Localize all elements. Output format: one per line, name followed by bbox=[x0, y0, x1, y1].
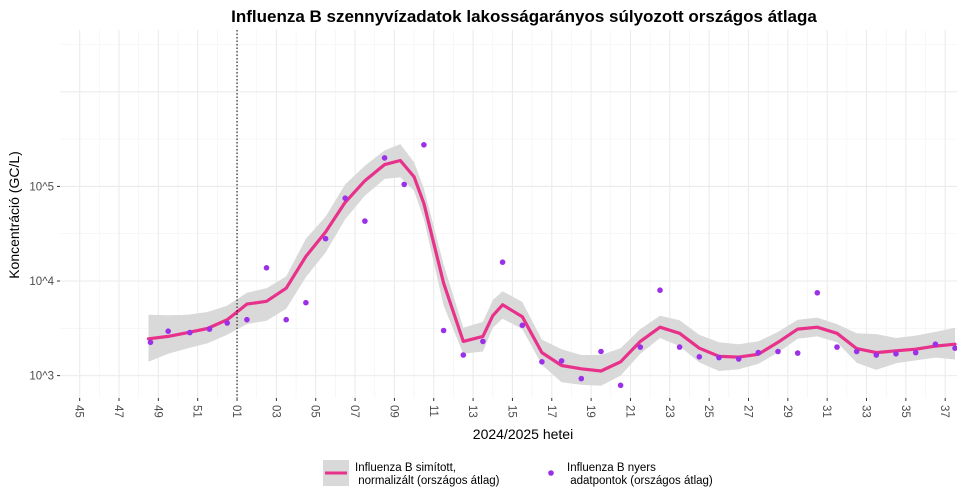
chart-title: Influenza B szennyvízadatok lakosságarán… bbox=[231, 7, 817, 26]
x-tick-label: 21 bbox=[624, 405, 636, 418]
x-tick-label: 11 bbox=[427, 405, 439, 417]
y-tick-label: 10^3 bbox=[29, 371, 54, 383]
data-point bbox=[303, 299, 309, 306]
x-tick-label: 01 bbox=[230, 405, 242, 418]
data-point bbox=[657, 287, 663, 294]
data-point bbox=[912, 349, 919, 356]
y-axis-label: Koncentráció (GC/L) bbox=[6, 151, 22, 279]
data-point bbox=[794, 350, 801, 356]
smooth-line-layer bbox=[146, 158, 957, 373]
data-point bbox=[558, 358, 565, 364]
data-point bbox=[932, 341, 939, 348]
legend-item-smooth: Influenza B simított, normalizált (orszá… bbox=[323, 460, 500, 487]
data-point bbox=[617, 382, 624, 389]
data-point bbox=[755, 349, 762, 356]
data-point bbox=[283, 316, 290, 323]
x-tick-label: 17 bbox=[545, 405, 557, 418]
legend-label-line: normalizált (országos átlag) bbox=[355, 475, 500, 487]
data-point bbox=[381, 155, 388, 161]
x-axis-ticks: 45 47 49 51 01 03 05 07 09 11 13 15 17 19 21 23 25 27 29 31… bbox=[73, 398, 950, 418]
legend: Influenza B simított, normalizált (orszá… bbox=[323, 460, 713, 487]
data-point bbox=[187, 329, 193, 336]
confidence-band-layer bbox=[148, 144, 955, 386]
x-tick-label: 27 bbox=[742, 405, 754, 418]
x-axis-label: 2024/2025 hetei bbox=[473, 426, 573, 442]
data-point bbox=[696, 354, 703, 360]
data-point bbox=[206, 326, 213, 332]
legend-label-line: Influenza B nyers bbox=[567, 462, 656, 474]
x-tick-label: 05 bbox=[309, 405, 321, 418]
raw-points-layer bbox=[147, 142, 957, 389]
data-point bbox=[480, 338, 486, 345]
x-tick-label: 03 bbox=[269, 405, 281, 418]
data-point bbox=[421, 142, 427, 148]
smooth-line bbox=[146, 158, 957, 373]
data-point bbox=[578, 375, 585, 382]
y-tick-label: 10^5 bbox=[29, 181, 54, 193]
confidence-band bbox=[148, 144, 955, 386]
data-point bbox=[362, 218, 368, 224]
legend-label-points: Influenza B nyers adatpontok (országos á… bbox=[567, 462, 713, 487]
data-point bbox=[322, 235, 329, 242]
data-point bbox=[637, 344, 644, 350]
x-tick-label: 29 bbox=[781, 405, 793, 418]
data-point bbox=[244, 316, 250, 323]
x-tick-label: 07 bbox=[348, 405, 360, 418]
x-tick-label: 23 bbox=[663, 405, 675, 418]
data-point bbox=[716, 354, 722, 361]
data-point bbox=[401, 181, 408, 188]
y-tick-label: 10^4 bbox=[29, 276, 54, 288]
x-tick-label: 31 bbox=[820, 405, 832, 418]
x-tick-label: 19 bbox=[584, 405, 596, 418]
legend-label-smooth: Influenza B simított, normalizált (orszá… bbox=[355, 462, 500, 487]
legend-label-line: Influenza B simított, bbox=[355, 462, 456, 474]
data-point bbox=[834, 344, 840, 350]
data-point bbox=[893, 351, 899, 357]
y-axis-ticks: 10^3 10^4 10^5 bbox=[29, 181, 60, 383]
data-point bbox=[853, 348, 860, 355]
x-tick-label: 35 bbox=[899, 405, 911, 418]
x-tick-label: 25 bbox=[702, 405, 714, 418]
data-point bbox=[539, 359, 545, 365]
data-point bbox=[165, 328, 171, 335]
x-tick-label: 15 bbox=[505, 405, 517, 418]
data-point bbox=[775, 348, 781, 355]
x-tick-label: 13 bbox=[466, 405, 478, 418]
x-tick-label: 45 bbox=[73, 405, 85, 418]
data-point bbox=[735, 356, 742, 362]
data-point bbox=[342, 195, 349, 201]
data-point bbox=[873, 352, 880, 358]
x-tick-label: 09 bbox=[387, 405, 399, 418]
data-point bbox=[598, 348, 604, 355]
data-point bbox=[224, 320, 230, 326]
data-point bbox=[499, 259, 506, 266]
x-tick-label: 37 bbox=[938, 405, 950, 418]
legend-item-points: Influenza B nyers adatpontok (országos á… bbox=[548, 462, 713, 487]
x-tick-label: 51 bbox=[191, 405, 203, 418]
x-tick-label: 49 bbox=[151, 405, 163, 418]
data-point bbox=[676, 344, 683, 350]
data-point bbox=[263, 265, 270, 271]
data-point bbox=[952, 345, 957, 351]
x-tick-label: 47 bbox=[112, 405, 124, 418]
data-point bbox=[460, 352, 467, 358]
data-point bbox=[440, 327, 447, 334]
legend-key-points bbox=[548, 470, 554, 476]
legend-label-line: adatpontok (országos átlag) bbox=[567, 475, 713, 487]
x-tick-label: 33 bbox=[860, 405, 872, 418]
data-point bbox=[814, 290, 821, 296]
data-point bbox=[519, 322, 526, 329]
data-point bbox=[147, 339, 154, 346]
